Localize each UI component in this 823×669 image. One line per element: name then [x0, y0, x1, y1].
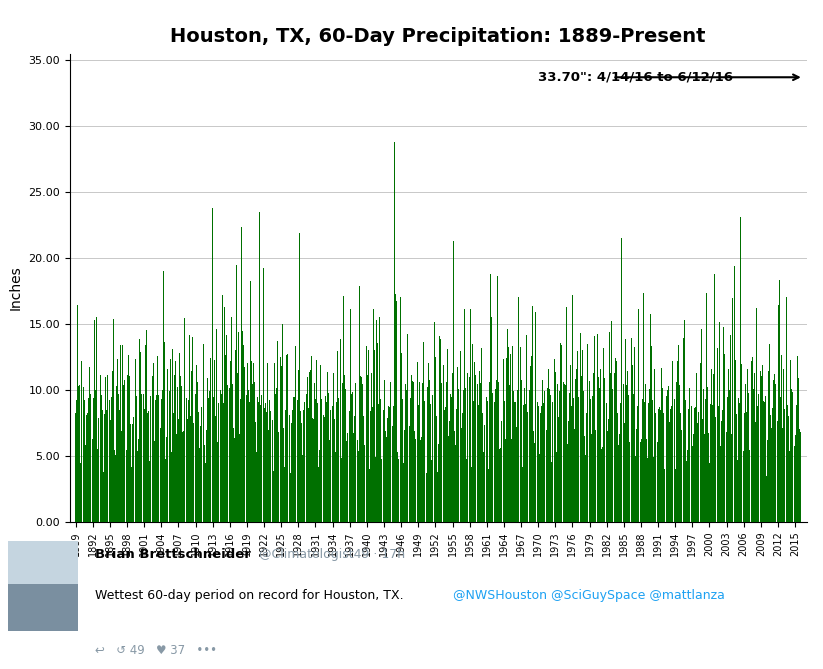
Text: 33.70": 4/14/16 to 6/12/16: 33.70": 4/14/16 to 6/12/16	[538, 71, 733, 84]
Text: Brian Brettschneider: Brian Brettschneider	[95, 549, 250, 561]
Text: @NWSHouston @SciGuySpace @mattlanza: @NWSHouston @SciGuySpace @mattlanza	[453, 589, 724, 603]
Text: @Climatologist49 · 17h: @Climatologist49 · 17h	[255, 549, 405, 561]
Bar	[8, 541, 78, 631]
Text: ↩   ↺ 49   ♥ 37   •••: ↩ ↺ 49 ♥ 37 •••	[95, 644, 216, 658]
Title: Houston, TX, 60-Day Precipitation: 1889-Present: Houston, TX, 60-Day Precipitation: 1889-…	[170, 27, 706, 46]
Bar	[8, 541, 78, 584]
Text: Wettest 60-day period on record for Houston, TX.: Wettest 60-day period on record for Hous…	[95, 589, 407, 603]
Y-axis label: Inches: Inches	[9, 266, 23, 310]
